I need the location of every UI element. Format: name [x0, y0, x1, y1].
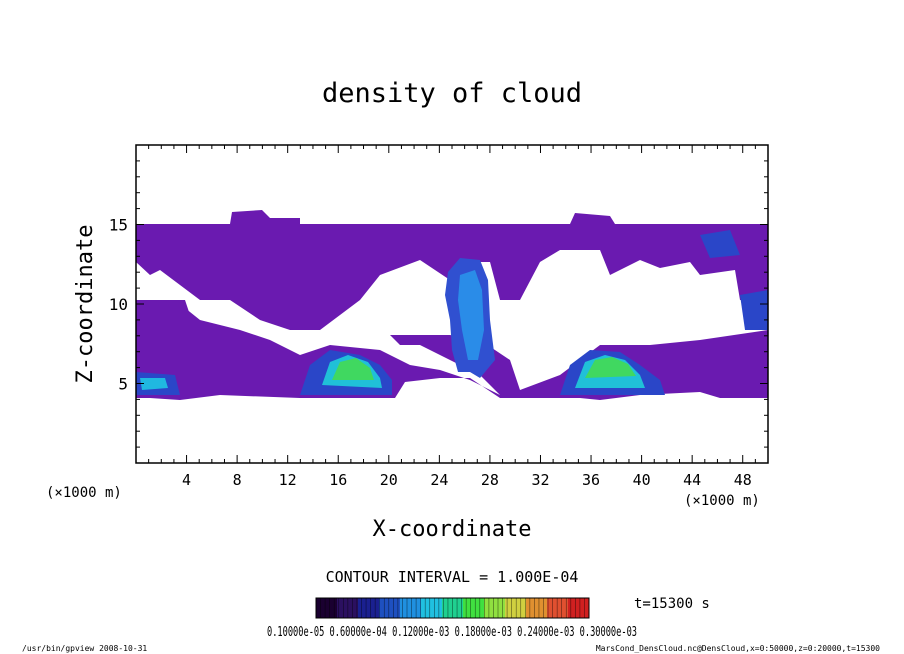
colorbar	[315, 598, 590, 618]
y-axis-label: Z-coordinate	[73, 225, 98, 384]
x-tick-label: 12	[279, 471, 297, 489]
chart-title: density of cloud	[322, 78, 582, 109]
colorbar-frame	[315, 597, 590, 619]
colorbar-swatch	[463, 598, 485, 618]
colorbar-swatch	[484, 598, 506, 618]
x-tick-label: 32	[531, 471, 549, 489]
x-tick-label: 24	[430, 471, 448, 489]
colorbar-swatch	[421, 598, 443, 618]
x-tick-label: 20	[380, 471, 398, 489]
x-tick-label: 48	[734, 471, 752, 489]
x-tick-label: 40	[633, 471, 651, 489]
footer-left: /usr/bin/gpview 2008-10-31	[22, 644, 147, 653]
cloud-layer-mid-left	[136, 300, 200, 355]
time-label: t=15300 s	[634, 596, 710, 612]
colorbar-swatch	[505, 598, 527, 618]
colorbar-swatch	[526, 598, 548, 618]
colorbar-swatch	[316, 598, 338, 618]
x-tick-label: 28	[481, 471, 499, 489]
x-tick-label: 16	[329, 471, 347, 489]
x-unit-left: (×1000 m)	[46, 485, 122, 501]
x-axis-label: X-coordinate	[373, 517, 532, 542]
x-tick-label: 4	[182, 471, 191, 489]
cloud-blob-right-core	[585, 357, 636, 378]
y-ticks: 5 10 15	[109, 160, 768, 448]
colorbar-swatch	[547, 598, 569, 618]
x-unit-right: (×1000 m)	[684, 493, 760, 509]
y-tick-label: 5	[118, 375, 128, 394]
x-tick-label: 36	[582, 471, 600, 489]
x-ticks: 4 8 12 16 20 24 28 32 36 40 44 48	[148, 145, 756, 489]
colorbar-labels: 0.10000e-05 0.60000e-04 0.12000e-03 0.18…	[267, 625, 637, 640]
cloud-blob-left-core	[332, 358, 374, 380]
y-tick-label: 10	[109, 295, 128, 314]
cloud-plume-inner	[458, 270, 484, 360]
cloud-layer-upper-bump	[230, 210, 615, 224]
footer-right: MarsCond_DensCloud.nc@DensCloud,x=0:5000…	[596, 644, 880, 653]
colorbar-swatch	[568, 598, 590, 618]
colorbar-swatch	[400, 598, 422, 618]
colorbar-swatch	[358, 598, 380, 618]
contour-interval: CONTOUR INTERVAL = 1.000E-04	[326, 568, 579, 586]
cloud-blue-right	[740, 290, 768, 330]
x-tick-label: 8	[233, 471, 242, 489]
x-tick-label: 44	[683, 471, 701, 489]
colorbar-swatch	[379, 598, 401, 618]
cloud-blue-upper-right	[700, 230, 740, 258]
cloud-field	[136, 210, 768, 400]
y-tick-label: 15	[109, 216, 128, 235]
cloud-cyan-left	[140, 378, 168, 390]
